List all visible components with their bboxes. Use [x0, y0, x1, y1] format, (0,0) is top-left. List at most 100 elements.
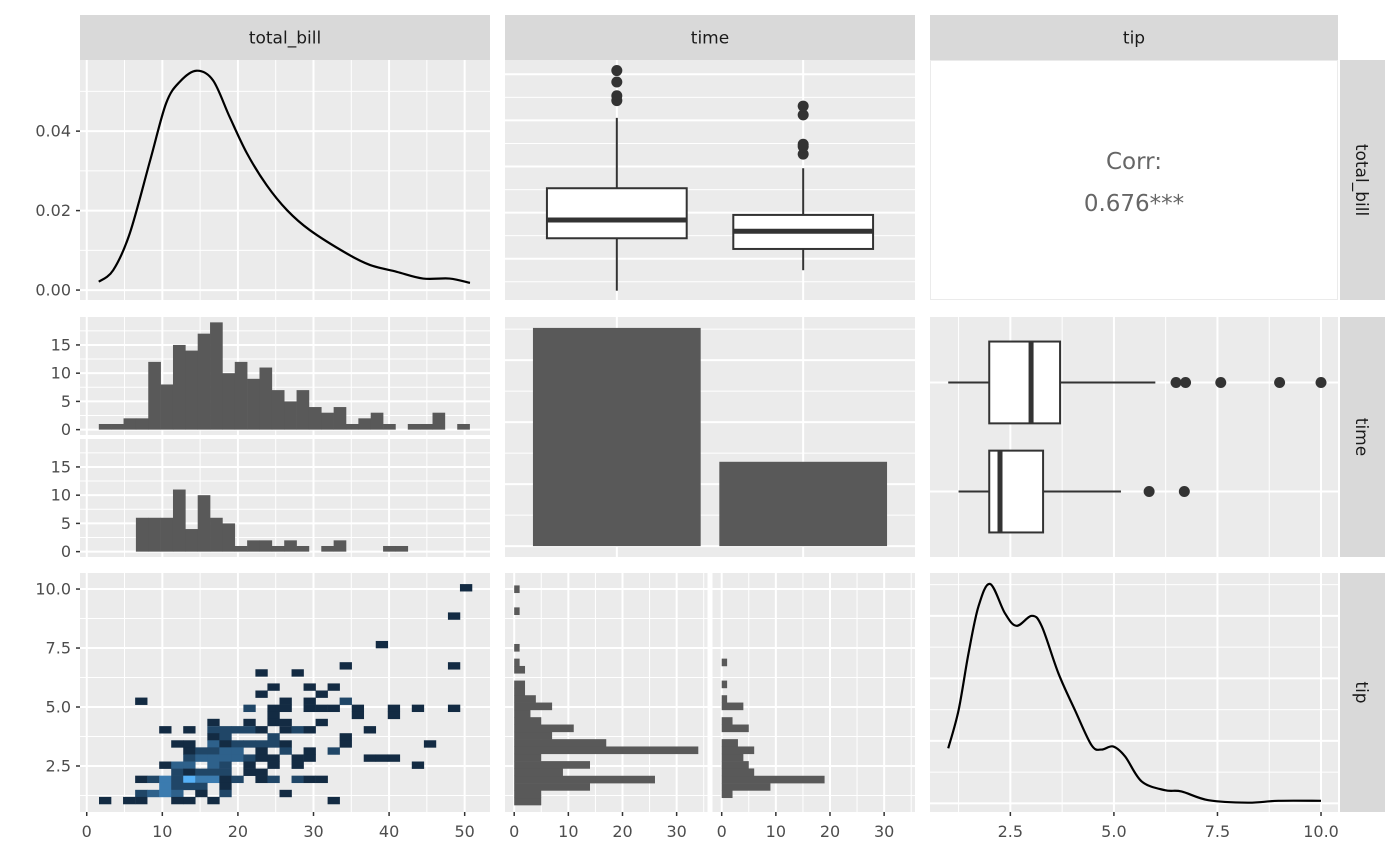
panel-correlation: Corr: 0.676***	[930, 60, 1338, 300]
bin2d-cell	[279, 747, 292, 755]
bin2d-cell	[255, 726, 268, 734]
bin2d-cell	[255, 747, 268, 755]
bin2d-cell	[99, 796, 112, 805]
outlier-point	[1170, 376, 1182, 388]
bin2d-cell	[267, 711, 280, 720]
histogram-bar	[160, 384, 174, 430]
y-tick-label: 15	[51, 335, 71, 354]
x-tick-label: 30	[874, 822, 894, 841]
bin2d-cell	[171, 740, 184, 748]
corr-label: Corr:	[1106, 149, 1162, 175]
histogram-bar	[721, 724, 749, 733]
panel-density-tip	[930, 573, 1338, 812]
bin2d-cell	[339, 662, 352, 670]
histogram-bar	[395, 545, 409, 552]
bin2d-cell	[255, 768, 268, 776]
bin2d-cell	[207, 768, 220, 776]
bin2d-cell	[279, 740, 292, 748]
panel-background	[80, 573, 490, 812]
bin2d-cell	[267, 740, 280, 748]
right-strip-time: time	[1340, 317, 1385, 557]
bin2d-cell	[303, 754, 316, 762]
x-tick-label: 0	[509, 822, 519, 841]
top-strip-total_bill: total_bill	[80, 15, 490, 60]
histogram-bar	[271, 390, 285, 430]
x-tick-label: 20	[820, 822, 840, 841]
histogram-bar	[514, 665, 526, 674]
histogram-bar	[321, 545, 334, 552]
histogram-bar	[247, 540, 260, 552]
histogram-bar	[210, 322, 223, 430]
bin2d-cell	[207, 726, 220, 734]
histogram-facet	[712, 573, 915, 812]
y-tick-label: 0.00	[35, 281, 71, 300]
bin2d-cell	[303, 683, 316, 691]
outlier-point	[1143, 486, 1155, 498]
bin2d-cell	[279, 697, 292, 705]
bin2d-cell	[339, 740, 352, 748]
x-tick-label: 0	[717, 822, 727, 841]
bin2d-cell	[279, 789, 292, 798]
bin2d-cell	[363, 754, 377, 762]
bin2d-cell	[327, 796, 340, 805]
histogram-bar	[172, 344, 186, 430]
histogram-bar	[514, 709, 531, 718]
histogram-bar	[514, 775, 655, 784]
x-tick-label: 40	[379, 822, 399, 841]
bin2d-cell	[303, 726, 316, 734]
bin2d-cell	[423, 740, 437, 748]
bin2d-cell	[351, 704, 365, 713]
bin2d-cell	[375, 640, 389, 649]
bin2d-cell	[291, 754, 304, 762]
bin2d-cell	[159, 775, 172, 784]
histogram-bar	[721, 753, 744, 762]
panel-boxplot-tip-by-time	[930, 317, 1338, 557]
bin2d-cell	[255, 740, 268, 748]
bin2d-cell	[315, 704, 328, 713]
panel-histogram-total_bill-by-time	[80, 317, 490, 557]
histogram-bar	[234, 361, 248, 430]
x-tick-label: 50	[454, 822, 474, 841]
y-tick-label: 5.0	[46, 698, 71, 717]
y-tick-label: 10	[51, 364, 71, 383]
bin2d-cell	[303, 704, 316, 713]
right-strip-tip: tip	[1340, 573, 1385, 812]
bin2d-cell	[231, 754, 244, 762]
histogram-bar	[259, 367, 273, 430]
bin2d-cell	[159, 789, 172, 798]
x-tick-label: 30	[666, 822, 686, 841]
bin2d-cell	[147, 789, 160, 798]
histogram-bar	[514, 724, 574, 733]
bin2d-cell	[195, 782, 208, 791]
strip-label: tip	[1351, 681, 1371, 703]
strip-label: tip	[1123, 29, 1145, 49]
bin2d-cell	[219, 775, 232, 784]
x-tick-label: 10	[558, 822, 578, 841]
histogram-bar	[284, 401, 297, 430]
bin2d-cell	[339, 733, 352, 741]
bin2d-cell	[315, 775, 328, 784]
bin2d-cell	[231, 740, 244, 748]
outlier-point	[1274, 376, 1286, 388]
histogram-bar	[721, 746, 755, 755]
bin2d-cell	[315, 690, 328, 698]
histogram-bar	[222, 523, 236, 552]
bin2d-cell	[183, 761, 196, 769]
bin2d-cell	[291, 775, 304, 784]
histogram-bar	[514, 731, 553, 740]
histogram-bar	[247, 378, 260, 430]
histogram-bar	[358, 418, 372, 430]
histogram-bar	[271, 545, 285, 552]
bin2d-cell	[183, 775, 196, 784]
bin2d-cell	[267, 754, 280, 762]
outlier-point	[611, 90, 623, 102]
histogram-bar	[514, 768, 563, 777]
bin2d-cell	[315, 718, 328, 727]
bin2d-cell	[219, 726, 232, 734]
bar	[532, 327, 701, 547]
bin2d-cell	[291, 726, 304, 734]
strip-background	[930, 15, 1338, 60]
bin2d-cell	[147, 775, 160, 784]
panel-background	[505, 60, 915, 300]
bin2d-cell	[207, 761, 220, 769]
